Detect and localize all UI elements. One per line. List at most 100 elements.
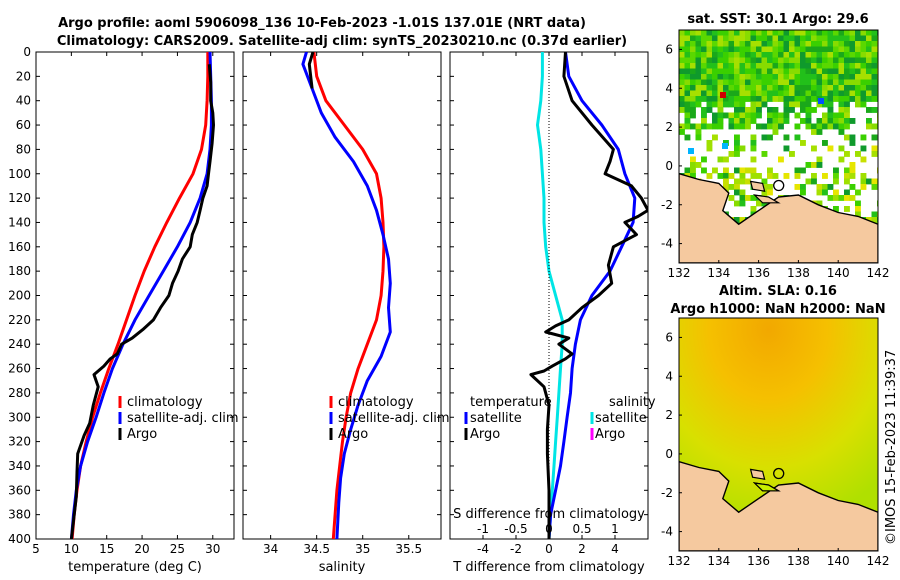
sst-pixel	[750, 35, 757, 42]
depth-tick-label: 400	[8, 532, 31, 546]
sst-pixel	[849, 140, 856, 146]
sst-pixel	[866, 63, 872, 69]
sst-pixel	[794, 123, 801, 130]
land-mass	[679, 460, 878, 551]
difference-plot	[529, 52, 648, 539]
sst-pixel	[701, 41, 707, 47]
sst-pixel	[756, 96, 762, 102]
map-y-tick-label: -2	[661, 198, 673, 212]
sst-pixel	[723, 167, 729, 174]
sst-pixel	[706, 79, 713, 86]
sst-pixel	[712, 90, 718, 97]
sst-pixel	[734, 79, 740, 86]
sst-pixel	[800, 96, 806, 102]
sst-pixel	[783, 90, 790, 97]
sst-pixel	[789, 46, 795, 53]
sst-pixel	[816, 46, 823, 53]
sst-pixel	[695, 79, 702, 86]
sst-pixel	[822, 79, 828, 86]
sst-pixel	[800, 35, 806, 42]
sst-pixel	[739, 173, 746, 179]
sst-pixel	[745, 79, 751, 86]
sst-pixel	[805, 118, 812, 124]
depth-tick-label: 160	[8, 240, 31, 254]
x-tick-label: 0	[545, 542, 553, 556]
sst-pixel	[838, 85, 845, 91]
difference-xlabel: T difference from climatology	[452, 560, 645, 575]
series-line-temperature-satellite	[547, 52, 637, 539]
sst-pixel	[739, 167, 746, 174]
sst-pixel	[800, 85, 806, 91]
sst-pixel	[728, 68, 735, 75]
sst-pixel	[750, 101, 757, 108]
sst-pixel	[849, 74, 856, 80]
sst-pixel	[783, 85, 790, 91]
sst-pixel	[778, 96, 784, 102]
sst-pixel	[772, 118, 779, 124]
argo-location-marker	[773, 467, 785, 480]
sst-pixel	[706, 57, 713, 64]
sst-pixel	[723, 46, 729, 53]
sst-pixel	[871, 68, 878, 75]
sst-pixel	[684, 101, 691, 108]
sst-pixel	[772, 96, 779, 102]
sst-pixel	[805, 162, 812, 168]
sst-pixel	[789, 57, 795, 64]
sst-pixel	[750, 96, 757, 102]
temperature-legend: climatology satellite-adj. clim Argo	[118, 395, 239, 442]
sst-pixel	[701, 96, 707, 102]
sst-pixel	[772, 123, 779, 130]
sst-pixel	[695, 57, 702, 64]
map-y-tick-label: 0	[665, 447, 673, 461]
sst-pixel	[844, 68, 850, 75]
depth-tick-label: 140	[8, 215, 31, 229]
sst-pixel	[844, 134, 850, 141]
sst-pixel	[849, 68, 856, 75]
sst-pixel	[866, 30, 872, 36]
sst-pixel	[739, 35, 746, 42]
sst-pixel	[734, 118, 740, 124]
sst-pixel	[783, 173, 790, 179]
sst-pixel	[811, 173, 817, 179]
legend-temp-argo: Argo	[470, 427, 500, 442]
depth-tick-label: 80	[16, 142, 31, 156]
sst-pixel	[723, 74, 729, 80]
sst-pixel	[767, 68, 773, 75]
sst-pixel	[690, 112, 696, 119]
sst-pixel	[756, 79, 762, 86]
sst-pixel	[871, 184, 878, 190]
salinity-diff-label: S difference from climatology	[453, 507, 645, 522]
sst-pixel	[750, 145, 757, 152]
map-x-tick-label: 138	[787, 266, 810, 280]
sst-pixel	[750, 206, 757, 212]
sst-pixel	[805, 52, 812, 58]
series-line-climatology	[312, 52, 386, 539]
map-y-tick-label: 6	[665, 42, 673, 56]
sst-pixel	[871, 107, 878, 113]
sst-pixel	[838, 57, 845, 64]
sst-pixel	[805, 68, 812, 75]
sst-pixel	[712, 101, 718, 108]
sst-pixel	[679, 30, 685, 36]
sst-pixel	[734, 151, 740, 157]
sst-pixel	[701, 79, 707, 86]
sst-pixel	[767, 46, 773, 53]
sst-pixel	[684, 107, 691, 113]
sst-pixel	[728, 46, 735, 53]
sst-pixel	[728, 85, 735, 91]
depth-tick-labels: 0 20 40 60 80 100 120 140 160 180 200 220 240 260 280 3…	[8, 45, 31, 546]
sst-pixel	[701, 57, 707, 64]
sst-pixel	[816, 35, 823, 42]
sst-pixel	[701, 63, 707, 69]
sst-pixel	[860, 63, 867, 69]
sst-pixel	[739, 41, 746, 47]
depth-tick-label: 40	[16, 94, 31, 108]
sst-pixel	[805, 90, 812, 97]
legend-temp-satellite: satellite	[470, 411, 522, 426]
sst-pixel	[688, 148, 694, 154]
salinity-legend: climatology satellite-adj. clim Argo	[329, 395, 450, 442]
sst-pixel	[860, 85, 867, 91]
sst-pixel	[734, 52, 740, 58]
sst-pixel	[772, 112, 779, 119]
sst-pixel	[767, 123, 773, 130]
